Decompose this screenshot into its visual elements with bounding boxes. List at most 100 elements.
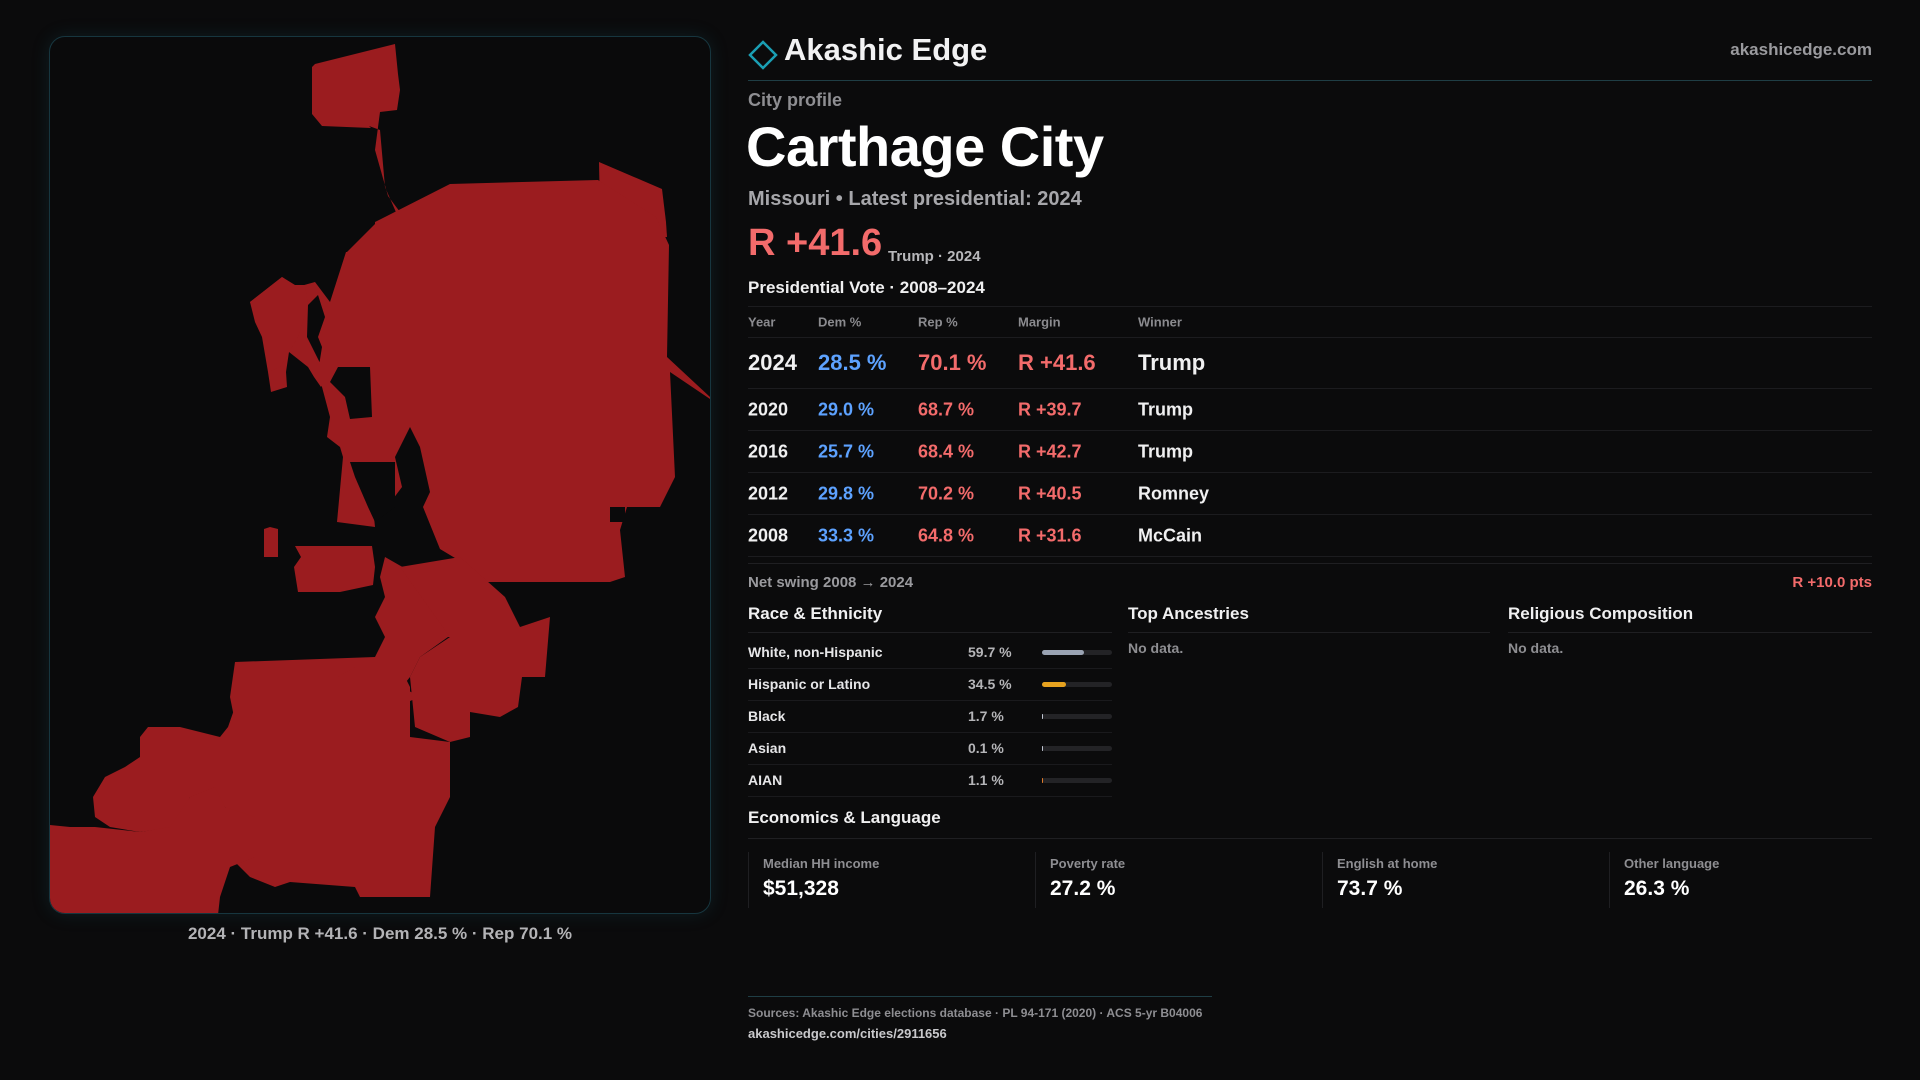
race-label: AIAN [748,772,783,788]
race-row: White, non-Hispanic 59.7 % [748,637,1112,669]
religion-section-title: Religious Composition [1508,604,1872,633]
profile-eyebrow: City profile [748,90,843,110]
race-value: 1.1 % [968,772,1004,788]
row-winner: Trump [1138,441,1194,461]
row-year: 2024 [748,350,797,375]
ancestries-section-title: Top Ancestries [1128,604,1490,633]
row-winner: Trump [1138,399,1194,419]
city-boundary-map[interactable] [49,36,711,914]
stat-value: 26.3 % [1624,877,1690,900]
row-margin: R +39.7 [1018,399,1082,419]
presidential-section-title: Presidential Vote · 2008–2024 [748,278,985,297]
stat-label: Poverty rate [1050,856,1126,871]
table-row: 2012 29.8 % 70.2 % R +40.5 Romney [748,473,1872,515]
row-margin: R +31.6 [1018,525,1082,545]
header-dem: Dem % [818,314,862,330]
row-winner: McCain [1138,525,1203,545]
header-rep: Rep % [918,314,958,330]
latest-margin-note: Trump · 2024 [888,248,981,265]
table-row: 2008 33.3 % 64.8 % R +31.6 McCain [748,515,1872,557]
race-bar-track [1042,778,1112,783]
race-row: Black 1.7 % [748,701,1112,733]
stat-median-income: Median HH income $51,328 [748,852,1018,908]
brand-url-link[interactable]: akashicedge.com [1730,40,1872,59]
stat-label: English at home [1337,856,1438,871]
race-bar-fill [1042,746,1043,751]
header-margin: Margin [1018,314,1061,330]
row-rep: 64.8 % [918,525,975,545]
latest-margin: R +41.6 [748,222,883,264]
sources-url-link[interactable]: akashicedge.com/cities/2911656 [748,1026,947,1041]
race-label: White, non-Hispanic [748,644,883,660]
race-value: 59.7 % [968,644,1012,660]
row-margin: R +40.5 [1018,483,1082,503]
row-year: 2008 [748,525,789,545]
row-rep: 70.2 % [918,483,975,503]
diamond-logo-icon [748,40,778,70]
race-value: 0.1 % [968,740,1004,756]
row-margin: R +42.7 [1018,441,1082,461]
stat-label: Median HH income [763,856,880,871]
race-value: 34.5 % [968,676,1012,692]
race-bar-track [1042,682,1112,687]
net-swing-label: Net swing 2008 → 2024 [748,574,914,591]
ancestries-empty: No data. [1128,640,1184,656]
sources-text: Sources: Akashic Edge elections database… [748,1006,1203,1020]
race-row: Asian 0.1 % [748,733,1112,765]
sources-divider [748,996,1212,997]
net-swing-value: R +10.0 pts [1792,574,1872,591]
row-winner: Trump [1138,350,1206,375]
race-bar-fill [1042,650,1084,655]
row-year: 2016 [748,441,789,461]
race-bar-fill [1042,682,1066,687]
race-section-title: Race & Ethnicity [748,604,1112,633]
row-margin: R +41.6 [1018,350,1096,375]
header-year: Year [748,314,776,330]
page-title: Carthage City [746,115,1104,178]
economics-divider [748,838,1872,839]
race-row: Hispanic or Latino 34.5 % [748,669,1112,701]
row-winner: Romney [1138,483,1210,503]
row-rep: 70.1 % [918,350,987,375]
race-bar-fill [1042,778,1043,783]
map-caption: 2024 · Trump R +41.6 · Dem 28.5 % · Rep … [187,924,573,943]
race-label: Hispanic or Latino [748,676,871,692]
row-year: 2012 [748,483,789,503]
net-swing-row: Net swing 2008 → 2024 R +10.0 pts [748,563,1872,594]
religion-empty: No data. [1508,640,1564,656]
stat-other-language: Other language 26.3 % [1609,852,1879,908]
stat-poverty-rate: Poverty rate 27.2 % [1035,852,1305,908]
stat-label: Other language [1624,856,1720,871]
row-dem: 28.5 % [818,350,887,375]
row-rep: 68.4 % [918,441,975,461]
race-bar-track [1042,746,1112,751]
race-label: Black [748,708,786,724]
row-dem: 29.8 % [818,483,875,503]
row-year: 2020 [748,399,789,419]
presidential-table: Year Dem % Rep % Margin Winner 2024 28.5… [748,306,1872,557]
row-dem: 29.0 % [818,399,875,419]
race-value: 1.7 % [968,708,1004,724]
stat-value: 27.2 % [1050,877,1116,900]
race-bar-fill [1042,714,1043,719]
row-dem: 33.3 % [818,525,875,545]
race-row: AIAN 1.1 % [748,765,1112,797]
row-rep: 68.7 % [918,399,975,419]
brand-name: Akashic Edge [784,32,988,67]
row-dem: 25.7 % [818,441,875,461]
race-label: Asian [748,740,787,756]
brand-header: Akashic Edge akashicedge.com [748,32,1872,81]
table-row: 2016 25.7 % 68.4 % R +42.7 Trump [748,431,1872,473]
table-row: 2020 29.0 % 68.7 % R +39.7 Trump [748,389,1872,431]
table-row: 2024 28.5 % 70.1 % R +41.6 Trump [748,338,1872,389]
race-bar-track [1042,714,1112,719]
economics-section-title: Economics & Language [748,808,941,827]
race-bar-track [1042,650,1112,655]
table-header-row: Year Dem % Rep % Margin Winner [748,306,1872,338]
race-list: White, non-Hispanic 59.7 % Hispanic or Lat… [748,637,1112,797]
stat-english-at-home: English at home 73.7 % [1322,852,1592,908]
city-boundary-shape [50,44,710,913]
header-winner: Winner [1138,314,1182,330]
stat-value: $51,328 [763,877,839,900]
profile-subline: Missouri • Latest presidential: 2024 [748,188,1082,210]
